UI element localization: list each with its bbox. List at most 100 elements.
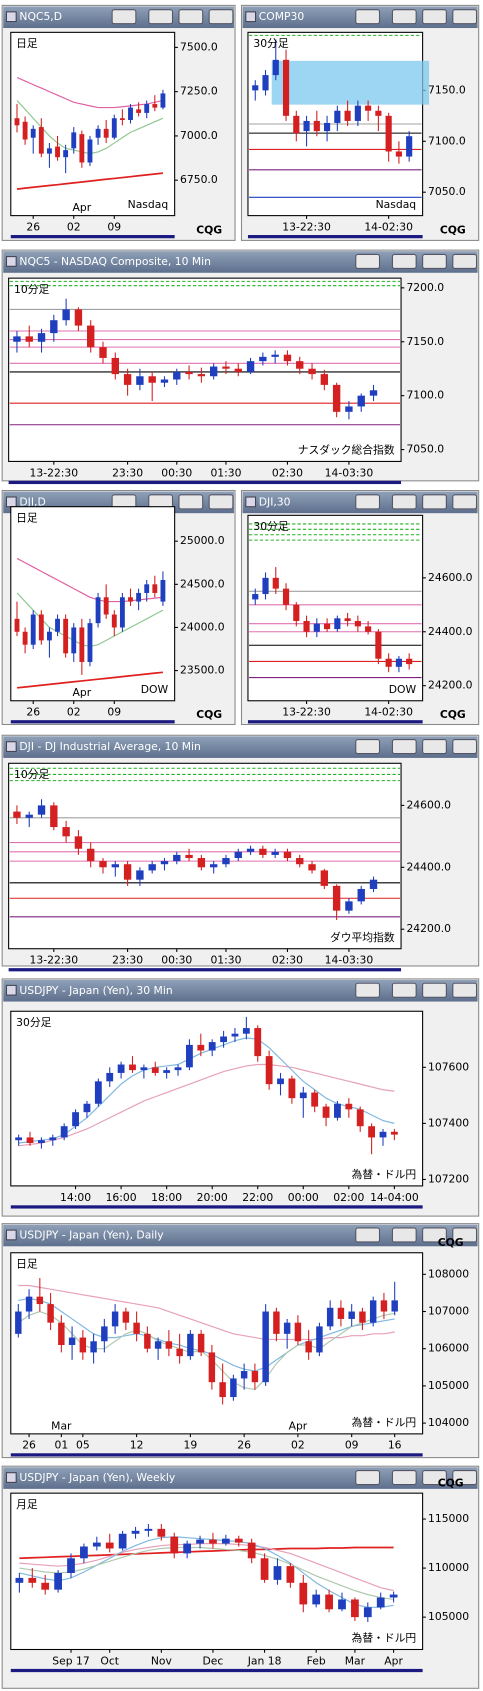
candle-body — [345, 901, 353, 911]
candle-body — [28, 1577, 37, 1583]
y-tick-label: 7100.0 — [428, 134, 466, 147]
candle-body — [273, 1566, 282, 1580]
window-button[interactable] — [422, 253, 447, 269]
candle-body — [305, 1341, 312, 1353]
candle-body — [83, 1103, 91, 1113]
candle-body — [283, 851, 292, 859]
window-button[interactable] — [355, 9, 381, 25]
candle-body — [87, 139, 93, 163]
window-button[interactable] — [111, 9, 137, 25]
y-tick-label: 107400 — [428, 1116, 469, 1129]
candle-body — [272, 577, 279, 589]
candle-body — [308, 368, 316, 375]
logo: CQG — [440, 224, 466, 237]
instrument-label: DOW — [389, 683, 417, 696]
candle-body — [136, 376, 144, 385]
period-label: 30分足 — [16, 1016, 51, 1029]
window-button[interactable] — [422, 739, 447, 755]
candle-body — [13, 811, 21, 818]
window-button[interactable] — [391, 494, 417, 510]
window-button[interactable] — [208, 9, 234, 25]
y-tick-label: 7000.0 — [180, 129, 218, 142]
window-button[interactable] — [355, 982, 381, 998]
candle-body — [286, 1566, 295, 1583]
candle-body — [324, 623, 331, 630]
candle-body — [299, 1582, 308, 1605]
window-button[interactable] — [422, 9, 447, 25]
candle-body — [365, 626, 372, 632]
window-button[interactable] — [422, 982, 447, 998]
y-tick-label: 24500.0 — [180, 577, 225, 590]
candle-body — [345, 406, 353, 412]
window-button[interactable] — [422, 1227, 447, 1243]
x-tick-label: 02 — [67, 706, 81, 719]
candle-body — [209, 864, 218, 868]
candle-body — [313, 623, 320, 632]
window-button[interactable] — [452, 1469, 478, 1486]
window-button[interactable] — [452, 982, 478, 998]
candle-body — [337, 1307, 345, 1319]
candle-body — [265, 1056, 273, 1085]
x-tick-label: 13-22:30 — [30, 466, 79, 479]
y-tick-label: 105000 — [428, 1379, 469, 1392]
candle-body — [54, 1572, 62, 1590]
x-tick-label: 19 — [184, 1439, 198, 1452]
window-button[interactable] — [355, 1469, 381, 1486]
candle-body — [111, 864, 119, 868]
window-button[interactable] — [391, 739, 417, 755]
candle-body — [95, 128, 101, 138]
window-button[interactable] — [391, 982, 417, 998]
plot-area — [10, 1252, 424, 1435]
candle-body — [197, 1333, 205, 1353]
x-tick-label: 26 — [237, 1439, 251, 1452]
window-button[interactable] — [391, 1227, 417, 1243]
candle-body — [354, 620, 361, 627]
window-button[interactable] — [355, 494, 381, 510]
candle-body — [262, 1311, 269, 1383]
scroll-strip — [10, 1668, 423, 1673]
y-tick-label: 7150.0 — [428, 83, 466, 96]
window-title: NQC5,D — [19, 10, 62, 23]
candle-body — [131, 1530, 140, 1534]
window-button[interactable] — [452, 253, 478, 269]
candle-body — [55, 618, 60, 632]
window-button[interactable] — [355, 1227, 381, 1243]
window-button[interactable] — [391, 253, 417, 269]
candle-body — [144, 104, 150, 113]
moving-average — [19, 1536, 394, 1608]
window-button[interactable] — [178, 494, 204, 510]
window-button[interactable] — [208, 494, 234, 510]
window-button[interactable] — [452, 9, 478, 25]
x-tick-label: Nov — [151, 1654, 173, 1667]
candle-body — [14, 618, 20, 632]
window-button[interactable] — [355, 739, 381, 755]
candle-body — [15, 1311, 22, 1334]
instrument-label: 為替・ドル円 — [352, 1632, 417, 1645]
candle-body — [262, 75, 269, 91]
candle-body — [79, 627, 85, 662]
window-button[interactable] — [452, 1227, 478, 1243]
candle-body — [148, 864, 156, 871]
y-tick-label: 24000.0 — [180, 620, 225, 633]
y-tick-label: 110000 — [428, 1561, 469, 1574]
candle-body — [185, 854, 193, 859]
window-button[interactable] — [422, 1469, 447, 1486]
x-tick-label: 09 — [107, 220, 121, 233]
candle-body — [338, 1599, 346, 1610]
window-button[interactable] — [391, 9, 417, 25]
window-button[interactable] — [148, 9, 174, 25]
month-label: Apr — [289, 1419, 308, 1432]
window-button[interactable] — [178, 9, 204, 25]
logo: CQG — [196, 224, 222, 237]
candle-body — [105, 1542, 114, 1549]
candle-body — [251, 1371, 259, 1383]
candle-body — [99, 861, 107, 868]
window-button[interactable] — [391, 1469, 417, 1486]
window-button[interactable] — [355, 253, 381, 269]
logo: CQG — [196, 708, 222, 721]
window-button[interactable] — [452, 494, 478, 510]
window-button[interactable] — [452, 739, 478, 755]
window-button[interactable] — [422, 494, 447, 510]
plot-area — [10, 1492, 424, 1651]
instrument-label: ナスダック総合指数 — [298, 444, 395, 457]
